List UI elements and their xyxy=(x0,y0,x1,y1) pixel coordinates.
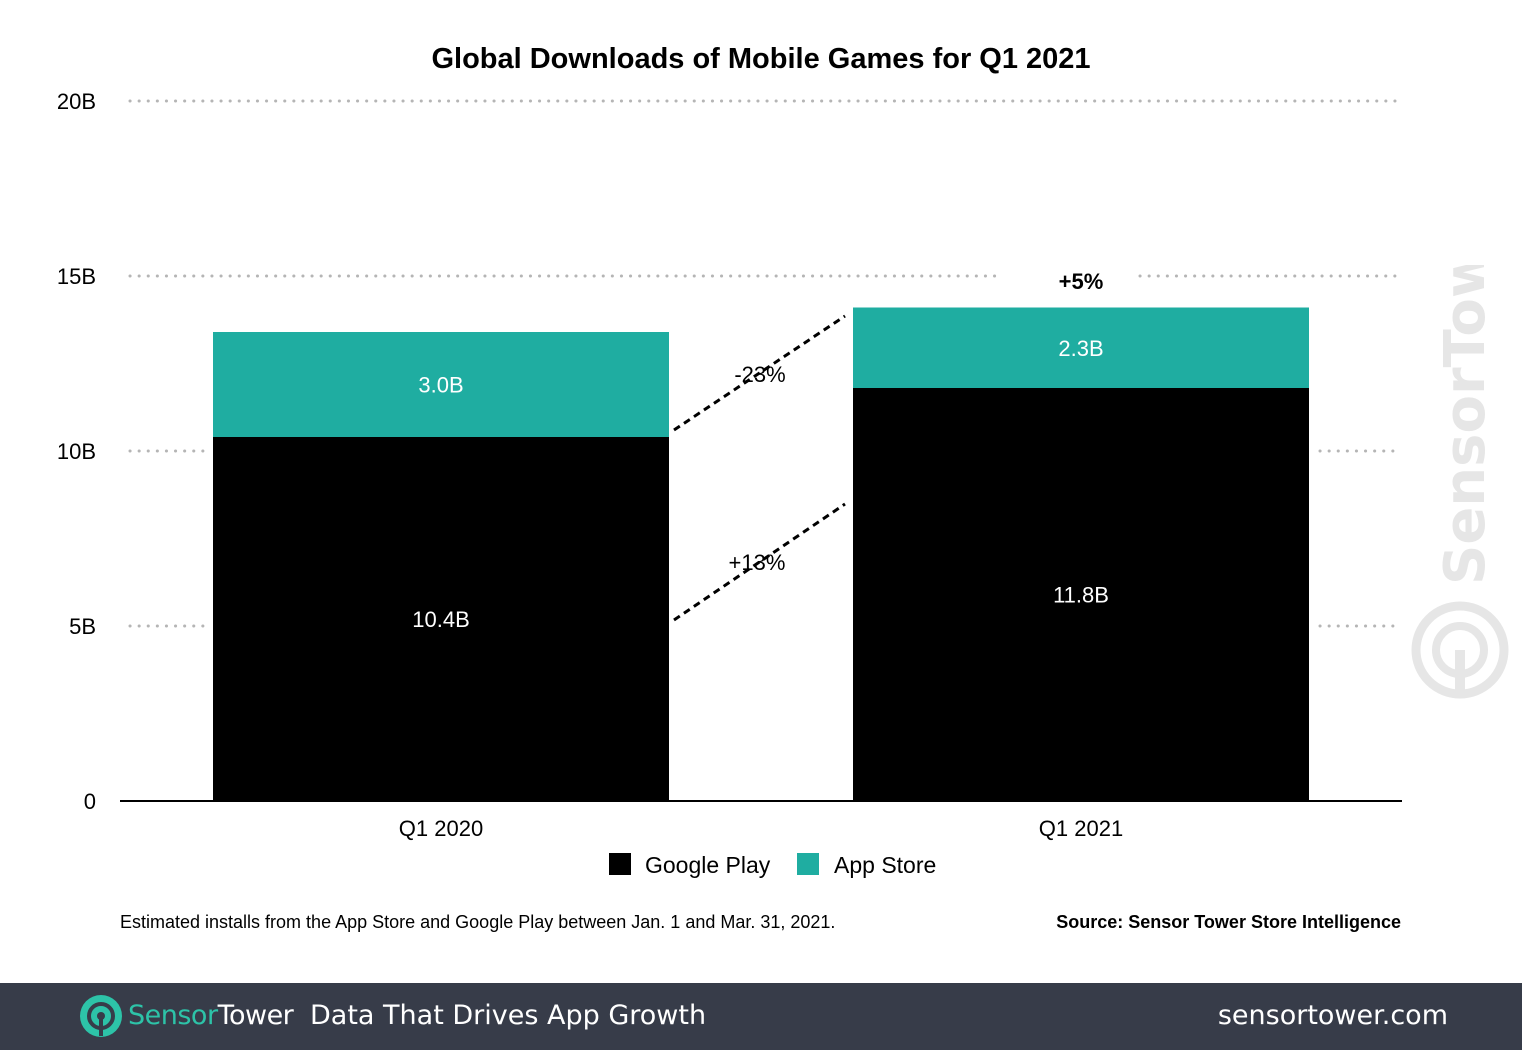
footnote: Estimated installs from the App Store an… xyxy=(120,912,836,932)
bars xyxy=(213,307,1309,801)
source-note: Source: Sensor Tower Store Intelligence xyxy=(1056,912,1401,932)
legend-label: Google Play xyxy=(645,852,771,878)
change-annotations: -23% +13% +5% xyxy=(673,269,1104,622)
y-tick-label: 20B xyxy=(57,89,96,114)
bar-google-play xyxy=(213,437,669,801)
y-tick-label: 15B xyxy=(57,264,96,289)
legend-swatch-google-play xyxy=(609,853,631,875)
google-play-change-connector xyxy=(673,502,846,622)
bar-value-label: 11.8B xyxy=(1053,583,1109,608)
y-axis-tick-labels: 0 5B 10B 15B 20B xyxy=(57,89,96,814)
footer-brand: SensorTower xyxy=(128,1000,294,1031)
total-change-label: +5% xyxy=(1059,269,1104,294)
google-play-change-label: +13% xyxy=(729,550,786,575)
bar-app-store xyxy=(213,332,669,437)
chart: Global Downloads of Mobile Games for Q1 … xyxy=(57,43,1402,878)
watermark-logo-icon xyxy=(1411,601,1509,699)
legend-swatch-app-store xyxy=(797,853,819,875)
app-store-change-label: -23% xyxy=(734,362,785,387)
bar-app-store xyxy=(853,307,1309,388)
bar-google-play xyxy=(853,388,1309,801)
gridlines xyxy=(128,99,1397,628)
watermark-text: SensorTower xyxy=(1433,265,1498,585)
bar-value-label: 3.0B xyxy=(418,373,463,398)
footer-tagline: Data That Drives App Growth xyxy=(310,1000,707,1031)
bar-value-label: 10.4B xyxy=(412,607,470,632)
legend: Google Play App Store xyxy=(609,852,936,878)
footer-brand-part2: Tower xyxy=(217,1000,294,1031)
footer-brand-part1: Sensor xyxy=(128,1000,218,1031)
bar-labels: 10.4B 3.0B 11.8B 2.3B xyxy=(412,336,1109,632)
app-store-change-connector xyxy=(673,314,846,432)
y-tick-label: 10B xyxy=(57,439,96,464)
x-axis-tick-labels: Q1 2020 Q1 2021 xyxy=(399,816,1123,841)
x-tick-label: Q1 2020 xyxy=(399,816,483,841)
sensortower-watermark: SensorTower xyxy=(1411,265,1509,699)
y-tick-label: 0 xyxy=(84,789,96,814)
y-tick-label: 5B xyxy=(69,614,96,639)
bar-value-label: 2.3B xyxy=(1058,336,1103,361)
chart-title: Global Downloads of Mobile Games for Q1 … xyxy=(431,43,1090,75)
sensortower-logo-icon xyxy=(80,995,122,1037)
x-tick-label: Q1 2021 xyxy=(1039,816,1123,841)
footer-site-link[interactable]: sensortower.com xyxy=(1217,1000,1448,1031)
legend-label: App Store xyxy=(834,852,936,878)
footer-bar: SensorTower Data That Drives App Growth … xyxy=(0,983,1522,1050)
